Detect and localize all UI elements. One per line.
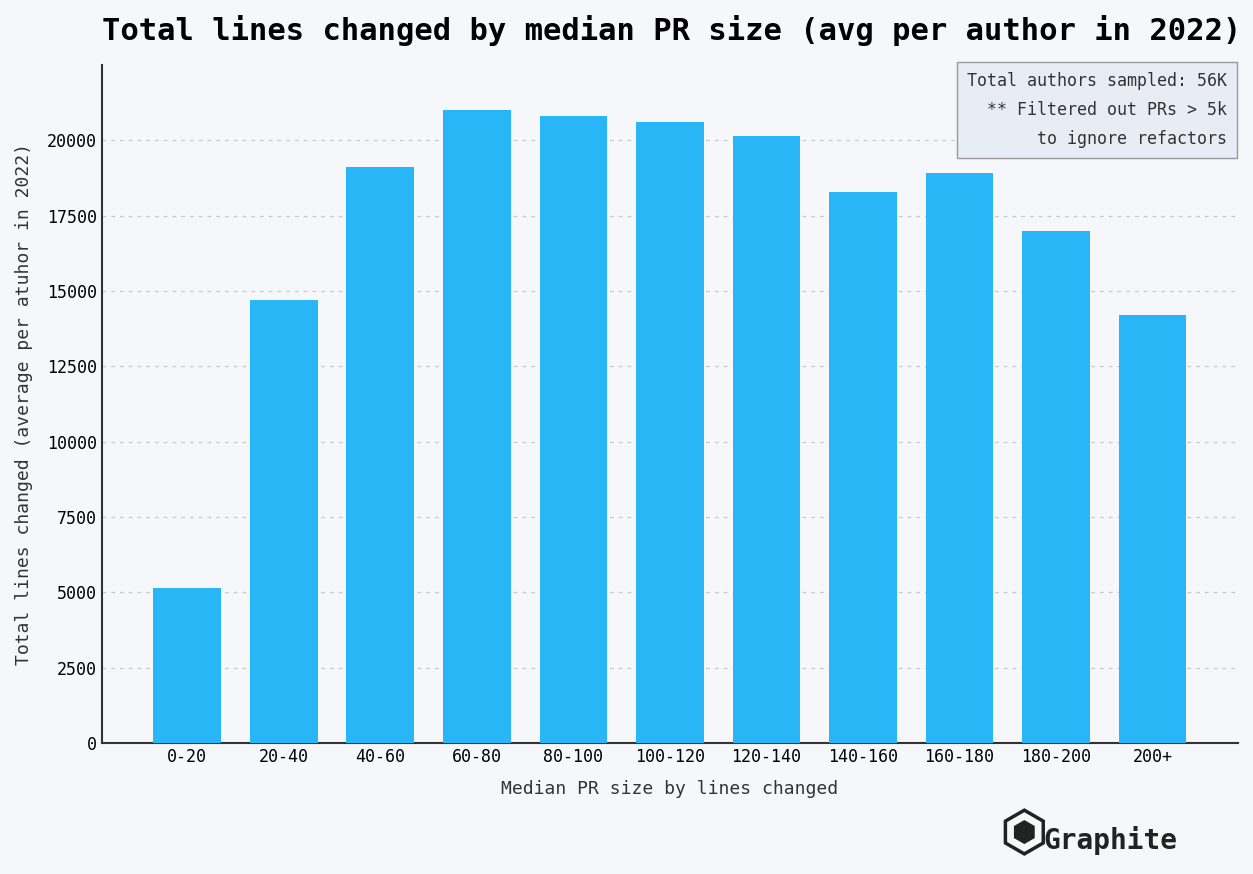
Bar: [444, 110, 510, 743]
Bar: [249, 300, 317, 743]
Bar: [347, 168, 413, 743]
Text: Total authors sampled: 56K
** Filtered out PRs > 5k
to ignore refactors: Total authors sampled: 56K ** Filtered o…: [966, 72, 1227, 149]
Bar: [926, 174, 994, 743]
Bar: [540, 116, 608, 743]
Bar: [829, 191, 897, 743]
X-axis label: Median PR size by lines changed: Median PR size by lines changed: [501, 780, 838, 798]
Polygon shape: [1014, 820, 1035, 844]
Bar: [153, 588, 221, 743]
Text: Total lines changed by median PR size (avg per author in 2022): Total lines changed by median PR size (a…: [101, 15, 1240, 46]
Y-axis label: Total lines changed (average per atuhor in 2022): Total lines changed (average per atuhor …: [15, 143, 33, 665]
Bar: [1119, 316, 1187, 743]
Bar: [1022, 231, 1090, 743]
Bar: [637, 122, 704, 743]
Text: Graphite: Graphite: [1044, 826, 1178, 856]
Bar: [733, 135, 801, 743]
